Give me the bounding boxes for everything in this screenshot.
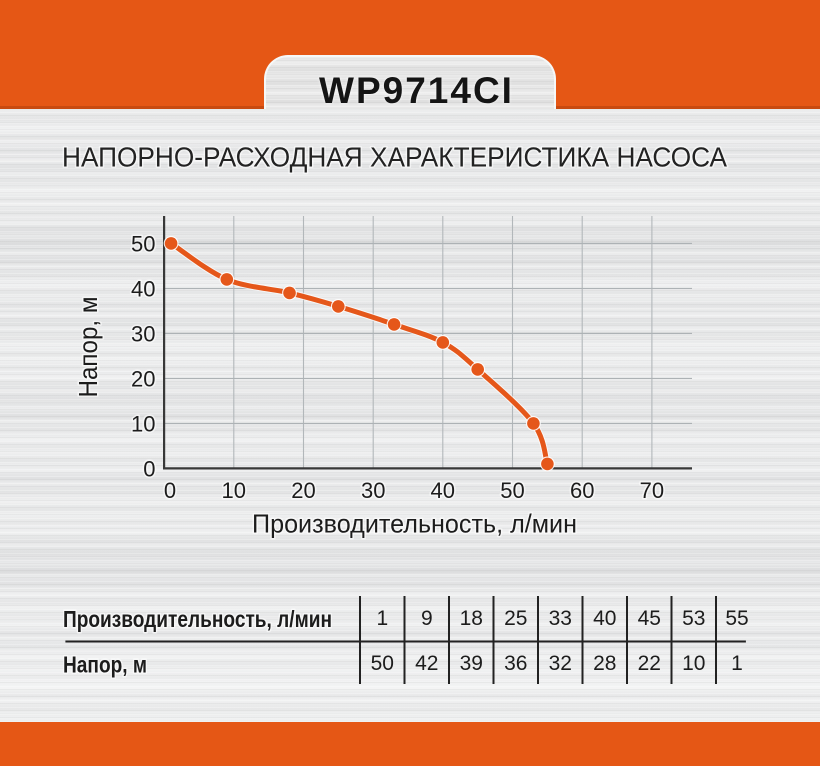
svg-text:39: 39 [460, 652, 483, 675]
svg-text:0: 0 [143, 456, 155, 481]
svg-text:Производительность, л/мин: Производительность, л/мин [63, 606, 332, 632]
svg-text:60: 60 [570, 478, 594, 503]
svg-text:50: 50 [500, 478, 524, 503]
svg-text:50: 50 [131, 231, 155, 256]
svg-text:9: 9 [421, 607, 433, 630]
svg-text:22: 22 [638, 652, 661, 675]
svg-text:45: 45 [638, 607, 661, 630]
svg-text:Напор, м: Напор, м [63, 652, 147, 678]
svg-text:40: 40 [131, 276, 155, 301]
svg-text:40: 40 [431, 478, 455, 503]
svg-text:30: 30 [131, 321, 155, 346]
svg-text:53: 53 [682, 607, 705, 630]
svg-text:10: 10 [131, 411, 155, 436]
svg-text:55: 55 [725, 607, 748, 630]
svg-text:32: 32 [549, 652, 572, 675]
svg-text:42: 42 [415, 652, 438, 675]
svg-text:1: 1 [376, 607, 388, 630]
svg-text:0: 0 [164, 478, 176, 503]
svg-text:20: 20 [131, 366, 155, 391]
svg-text:40: 40 [593, 607, 616, 630]
svg-text:10: 10 [682, 652, 705, 675]
svg-text:70: 70 [640, 478, 664, 503]
svg-text:50: 50 [371, 652, 394, 675]
svg-text:25: 25 [504, 607, 527, 630]
svg-text:36: 36 [504, 652, 527, 675]
svg-text:Напор, м: Напор, м [73, 297, 103, 398]
svg-text:18: 18 [460, 607, 483, 630]
svg-text:10: 10 [222, 478, 246, 503]
svg-text:1: 1 [731, 652, 743, 675]
svg-text:20: 20 [291, 478, 315, 503]
svg-text:28: 28 [593, 652, 616, 675]
svg-text:Производительность, л/мин: Производительность, л/мин [252, 509, 577, 539]
svg-text:33: 33 [549, 607, 572, 630]
svg-text:НАПОРНО-РАСХОДНАЯ ХАРАКТЕРИСТИ: НАПОРНО-РАСХОДНАЯ ХАРАКТЕРИСТИКА НАСОСА [62, 142, 727, 173]
svg-text:30: 30 [361, 478, 385, 503]
